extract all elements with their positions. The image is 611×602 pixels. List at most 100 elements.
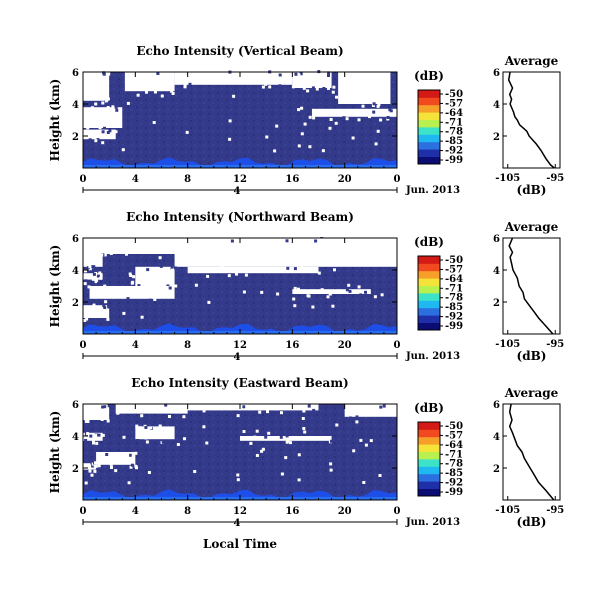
colorbar-swatch bbox=[418, 285, 440, 294]
gap-speckle bbox=[206, 274, 210, 278]
edge-speckle bbox=[279, 435, 283, 439]
gap-speckle bbox=[359, 438, 363, 442]
edge-speckle bbox=[102, 304, 106, 308]
edge-speckle bbox=[379, 405, 383, 409]
edge-speckle bbox=[106, 419, 110, 423]
gap-speckle bbox=[338, 109, 342, 113]
gap-speckle bbox=[90, 473, 94, 477]
x-axis-label: Local Time bbox=[203, 537, 277, 551]
colorbar-swatch bbox=[418, 300, 440, 309]
edge-speckle bbox=[130, 463, 134, 467]
panel-1: Echo Intensity (Northward Beam)0 4 8 12 16 20… bbox=[48, 210, 564, 363]
gap-speckle bbox=[84, 481, 88, 485]
gap-speckle bbox=[176, 443, 180, 446]
missing-data-region bbox=[292, 72, 332, 88]
gap-speckle bbox=[362, 481, 366, 484]
edge-speckle bbox=[114, 105, 118, 109]
edge-speckle bbox=[96, 404, 100, 408]
edge-speckle bbox=[91, 464, 95, 468]
missing-data-region bbox=[83, 273, 103, 280]
colorbar-swatch bbox=[418, 315, 440, 323]
gap-speckle bbox=[293, 286, 297, 290]
date-axis-tick-label: 4 bbox=[234, 186, 241, 197]
average-profile-line bbox=[508, 403, 555, 501]
edge-speckle bbox=[96, 138, 100, 142]
edge-speckle bbox=[299, 267, 303, 271]
gap-speckle bbox=[205, 441, 209, 445]
edge-speckle bbox=[111, 105, 115, 109]
edge-speckle bbox=[94, 464, 98, 468]
gap-speckle bbox=[335, 95, 338, 99]
y-tick-label: 6 bbox=[72, 400, 79, 411]
edge-speckle bbox=[317, 271, 321, 275]
gap-speckle bbox=[275, 124, 279, 128]
average-frame bbox=[502, 237, 561, 335]
edge-speckle bbox=[88, 267, 92, 271]
edge-speckle bbox=[86, 126, 90, 130]
x-tick-label: 0 bbox=[80, 340, 87, 351]
edge-speckle bbox=[154, 90, 157, 94]
edge-speckle bbox=[83, 71, 86, 75]
colorbar-unit-label: (dB) bbox=[414, 235, 444, 249]
gap-speckle bbox=[86, 420, 90, 423]
x-tick-label: 0 bbox=[394, 340, 401, 351]
colorbar-tick-label: -92 bbox=[445, 478, 463, 489]
edge-speckle bbox=[368, 404, 371, 408]
edge-speckle bbox=[285, 434, 289, 438]
colorbar-swatch bbox=[418, 466, 440, 475]
colorbar-swatch bbox=[418, 307, 440, 316]
edge-speckle bbox=[285, 440, 289, 444]
y-axis-label: Height (km) bbox=[48, 245, 62, 328]
gap-speckle bbox=[329, 462, 333, 466]
panel-0: Echo Intensity (Vertical Beam) 0 4 8 12 16 20 0… bbox=[48, 44, 564, 197]
gap-speckle bbox=[109, 252, 113, 255]
gap-speckle bbox=[331, 304, 335, 308]
colorbar-swatch bbox=[418, 104, 440, 113]
gap-speckle bbox=[160, 94, 164, 98]
edge-speckle bbox=[322, 87, 326, 90]
edge-speckle bbox=[115, 108, 119, 112]
gap-speckle bbox=[236, 478, 240, 482]
gap-speckle bbox=[145, 246, 149, 250]
gap-speckle bbox=[297, 144, 301, 148]
colorbar-swatch bbox=[418, 444, 440, 452]
gap-speckle bbox=[308, 145, 312, 149]
edge-speckle bbox=[371, 104, 375, 107]
colorbar-tick-label: -57 bbox=[445, 264, 463, 275]
gap-speckle bbox=[218, 266, 222, 270]
colorbar-swatch bbox=[418, 112, 440, 120]
colorbar-tick-label: -99 bbox=[445, 321, 463, 332]
edge-speckle bbox=[144, 426, 148, 429]
gap-speckle bbox=[332, 85, 336, 89]
gap-speckle bbox=[185, 130, 189, 134]
edge-speckle bbox=[92, 267, 96, 271]
gap-speckle bbox=[221, 264, 225, 268]
x-tick-label: 4 bbox=[132, 506, 139, 517]
edge-speckle bbox=[329, 118, 333, 121]
gap-speckle bbox=[300, 265, 304, 268]
colorbar-swatch bbox=[418, 149, 440, 157]
gap-speckle bbox=[137, 86, 141, 90]
edge-speckle bbox=[220, 237, 224, 241]
edge-speckle bbox=[297, 73, 301, 77]
y-tick-label: 6 bbox=[72, 68, 79, 79]
gap-speckle bbox=[297, 453, 301, 457]
average-title: Average bbox=[504, 386, 559, 400]
colorbar-tick-label: -71 bbox=[445, 449, 463, 460]
colorbar-tick-label: -99 bbox=[445, 487, 463, 498]
colorbar-tick-label: -71 bbox=[445, 283, 463, 294]
edge-speckle bbox=[97, 141, 101, 144]
missing-data-region bbox=[83, 432, 103, 441]
average-frame bbox=[502, 403, 561, 501]
missing-data-region bbox=[124, 72, 175, 92]
colorbar-swatch bbox=[418, 141, 440, 150]
edge-speckle bbox=[244, 273, 248, 277]
edge-speckle bbox=[196, 405, 200, 409]
gap-speckle bbox=[307, 294, 311, 298]
gap-speckle bbox=[132, 275, 136, 279]
date-label: Jun. 2013 bbox=[405, 185, 460, 196]
average-x-tick-label: -105 bbox=[495, 339, 520, 350]
edge-speckle bbox=[289, 441, 292, 445]
edge-speckle bbox=[258, 410, 262, 414]
gap-speckle bbox=[280, 472, 284, 476]
